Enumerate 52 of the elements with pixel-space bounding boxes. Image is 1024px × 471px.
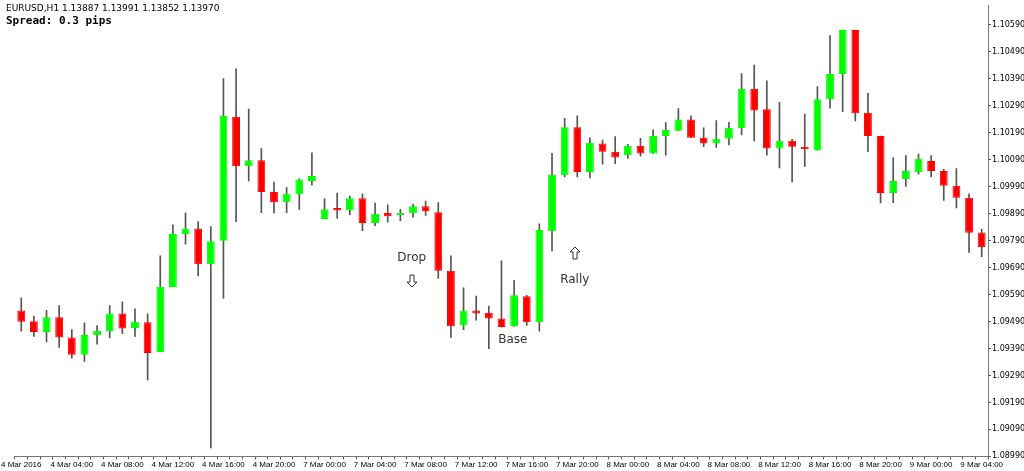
- x-tick-label: 7 Mar 04:00: [353, 460, 397, 470]
- y-tick-label: 1.10390: [992, 73, 1024, 83]
- x-tick-label: 4 Mar 04:00: [50, 460, 94, 470]
- x-tick-label: 7 Mar 08:00: [404, 460, 448, 470]
- chart-title: EURUSD,H1 1.13887 1.13991 1.13852 1.13970: [6, 3, 220, 13]
- x-tick-label: 8 Mar 08:00: [707, 460, 751, 470]
- x-tick-label: 7 Mar 16:00: [505, 460, 549, 470]
- y-tick-label: 1.09690: [992, 262, 1024, 272]
- y-tick-label: 1.09390: [992, 343, 1024, 353]
- candlestick: [244, 108, 253, 182]
- y-tick-label: 1.10590: [992, 19, 1024, 29]
- x-tick-label: 9 Mar 04:00: [960, 460, 1004, 470]
- candlestick: [131, 308, 139, 337]
- x-tick-label: 7 Mar 12:00: [454, 460, 499, 470]
- annotation: Rally: [560, 272, 590, 287]
- candlestick: [901, 155, 910, 187]
- y-tick-label: 1.09090: [992, 424, 1024, 434]
- y-tick-label: 1.09790: [992, 235, 1024, 245]
- x-tick-label: 4 Mar 08:00: [100, 460, 145, 470]
- candlestick: [206, 226, 215, 449]
- candlestick: [307, 152, 316, 186]
- x-tick-label: 9 Mar 00:00: [909, 460, 954, 470]
- x-tick-label: 8 Mar 20:00: [859, 460, 903, 470]
- candlestick: [788, 139, 797, 183]
- y-tick-label: 1.09990: [992, 181, 1024, 191]
- x-tick-label: 8 Mar 04:00: [657, 460, 701, 470]
- candlestick: [333, 192, 342, 219]
- y-tick-label: 1.09490: [992, 316, 1024, 326]
- x-tick-label: 7 Mar 20:00: [555, 460, 600, 470]
- y-tick-label: 1.10290: [992, 100, 1024, 110]
- x-tick-label: 7 Mar 00:00: [303, 460, 347, 470]
- y-tick-label: 1.09190: [992, 397, 1024, 407]
- y-tick-label: 1.10190: [992, 127, 1024, 137]
- y-tick-label: 1.10490: [992, 46, 1024, 56]
- x-tick-label: 4 Mar 20:00: [252, 460, 296, 470]
- y-tick-label: 1.09290: [992, 370, 1024, 380]
- y-tick-label: 1.08990: [992, 451, 1024, 461]
- x-tick-label: 8 Mar 16:00: [808, 460, 852, 470]
- x-tick-label: 4 Mar 2016: [1, 460, 43, 470]
- text: Spread: 0.3 pips: [6, 14, 112, 27]
- annotation: Drop: [397, 250, 427, 265]
- x-tick-label: 8 Mar 00:00: [606, 460, 650, 470]
- candlestick: [661, 122, 670, 156]
- y-tick-label: 1.10090: [992, 154, 1024, 164]
- candlestick: [484, 305, 493, 350]
- candlestick: [472, 295, 481, 321]
- annotation: Base: [498, 332, 528, 347]
- x-tick-label: 4 Mar 12:00: [151, 460, 195, 470]
- y-tick-label: 1.09890: [992, 208, 1024, 218]
- y-tick-label: 1.09590: [992, 289, 1024, 299]
- x-tick-label: 8 Mar 12:00: [758, 460, 802, 470]
- x-tick-label: 4 Mar 16:00: [202, 460, 246, 470]
